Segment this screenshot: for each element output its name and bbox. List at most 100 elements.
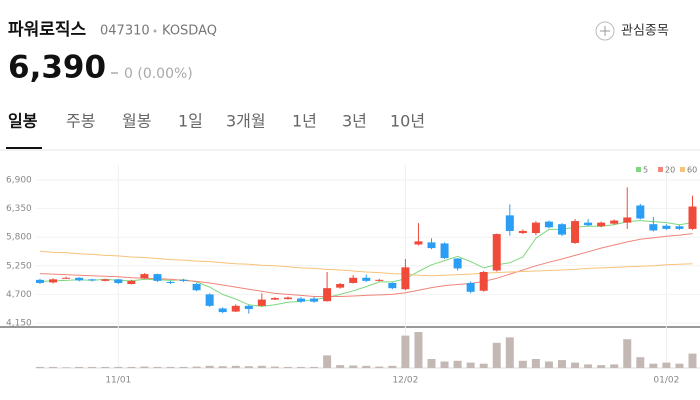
volume-bar (323, 355, 332, 368)
volume-bar (75, 366, 84, 368)
volume-bar (427, 359, 436, 368)
ma-line (39, 233, 693, 297)
volume-bar (127, 366, 136, 368)
volume-bar (414, 332, 423, 368)
volume-bar (675, 363, 684, 368)
candle-body (323, 288, 332, 302)
candle-body (492, 234, 501, 271)
tab[interactable]: 1년 (292, 112, 317, 131)
volume-bar (205, 365, 214, 368)
candle-body (518, 230, 527, 234)
plus-circle (595, 21, 615, 41)
tab[interactable]: 일봉 (8, 112, 38, 131)
tab[interactable]: 주봉 (66, 112, 95, 131)
volume-bar (518, 360, 527, 368)
x-tick-label: 12/02 (392, 376, 418, 386)
ma-line (39, 220, 693, 307)
tab[interactable]: 3년 (342, 112, 367, 131)
tab[interactable]: 10년 (390, 112, 425, 131)
tab[interactable]: 1일 (178, 112, 203, 131)
volume-bar (166, 366, 175, 368)
volume-bar (310, 366, 319, 368)
volume-bar (153, 366, 162, 368)
volume-bar (179, 366, 188, 368)
candle-body (688, 206, 697, 229)
candle-body (153, 274, 162, 281)
candle-body (362, 277, 371, 281)
volume-bar (466, 362, 475, 368)
volume-bar (388, 365, 397, 368)
volume-bar (88, 366, 97, 368)
candle-body (257, 299, 266, 306)
tab[interactable]: 3개월 (226, 112, 266, 131)
candle-body (179, 279, 188, 281)
candle-body (479, 272, 488, 291)
candle-body (649, 224, 658, 231)
candle-body (114, 279, 123, 283)
candle-body (270, 298, 279, 300)
market: KOSDAQ (162, 24, 217, 39)
legend-swatch (680, 167, 685, 172)
y-tick-label: 4,700 (6, 290, 32, 300)
candle-body (192, 284, 201, 291)
y-tick-label: 6,350 (6, 204, 32, 214)
price: 6,390 (8, 50, 106, 86)
volume-bar (544, 361, 553, 368)
volume-bar (62, 367, 71, 368)
x-tick-label: 11/01 (105, 376, 131, 386)
y-tick-label: 5,800 (6, 233, 32, 243)
volume-bar (492, 342, 501, 368)
candle-body (336, 284, 345, 288)
volume-bar (349, 365, 358, 368)
legend-swatch (636, 167, 641, 172)
volume-bar (283, 366, 292, 368)
candle-body (88, 279, 97, 281)
tab[interactable]: 월봉 (122, 112, 151, 131)
candle-body (349, 277, 358, 283)
watch-button[interactable]: 관심종목 (595, 21, 669, 41)
y-tick-label: 6,900 (6, 176, 32, 186)
candle-body (127, 280, 136, 284)
candle-body (414, 241, 423, 245)
volume-bar (336, 365, 345, 368)
candle-body (375, 279, 384, 281)
candle-body (388, 282, 397, 289)
candle-body (584, 222, 593, 226)
volume-bar (375, 366, 384, 368)
candle-body (558, 224, 566, 235)
candle-body (401, 267, 410, 290)
volume-bar (636, 357, 645, 368)
volume-bar (649, 363, 658, 368)
candle-body (75, 277, 84, 281)
candle-body (623, 217, 632, 223)
volume-bar (688, 353, 697, 368)
volume-bar (584, 364, 593, 368)
volume-bar (140, 366, 149, 368)
candle-body (205, 294, 214, 306)
legend-label: 20 (665, 166, 675, 175)
candle-body (140, 274, 149, 279)
volume-bar (610, 364, 619, 368)
candle-body (283, 297, 292, 300)
volume-bar (531, 359, 540, 368)
ma-line (39, 250, 693, 277)
candle-body (466, 282, 475, 292)
volume-bar (453, 360, 462, 368)
legend-swatch (658, 167, 663, 172)
volume-bar (662, 362, 671, 368)
stock-code: 047310 (100, 24, 150, 39)
candle-body (571, 221, 580, 243)
volume-bar (505, 337, 514, 368)
stock-name: 파워로직스 (8, 20, 87, 40)
volume-bar (297, 366, 305, 368)
y-tick-label: 5,250 (6, 261, 32, 271)
candle-body (218, 308, 227, 313)
volume-bar (362, 365, 371, 368)
candle-body (453, 258, 462, 269)
volume-bar (257, 365, 266, 368)
candle-body (675, 226, 684, 229)
volume-bar (231, 365, 240, 368)
candle-body (62, 277, 71, 279)
volume-bar (571, 362, 580, 368)
